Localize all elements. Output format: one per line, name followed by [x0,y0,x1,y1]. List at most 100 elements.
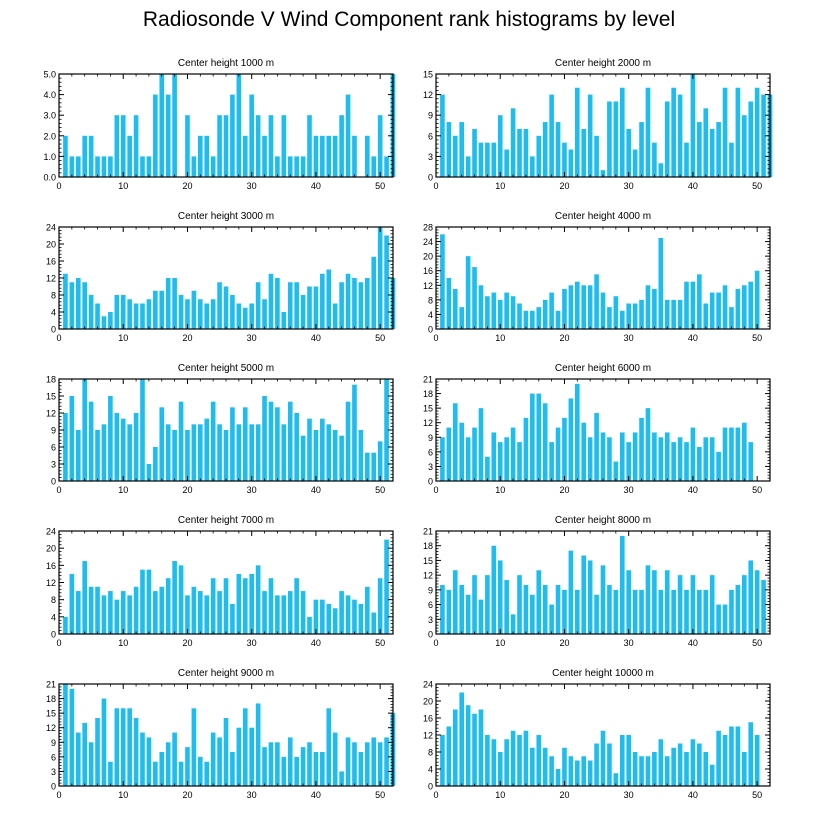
panel-title: Center height 3000 m [178,211,274,222]
histogram-bar [133,586,139,634]
histogram-bar [600,565,606,634]
histogram-bar [478,408,484,481]
x-tick-label: 40 [688,181,698,191]
histogram-bar [697,122,702,177]
x-tick-label: 0 [56,333,61,343]
histogram-bar [165,424,171,481]
histogram-bar [465,256,471,329]
histogram-bar [664,101,670,177]
histogram-bar [358,430,364,481]
y-tick-label: 0 [428,782,433,792]
histogram-bar [677,94,683,177]
panel-title: Center height 7000 m [178,515,274,526]
histogram-bar [497,442,503,481]
histogram-bar [446,427,452,481]
x-tick-label: 40 [688,790,698,800]
histogram-bar [204,418,210,481]
x-tick-label: 50 [752,333,762,343]
page-title: Radiosonde V Wind Component rank histogr… [142,8,676,31]
histogram-bar [722,285,728,329]
x-tick-label: 10 [495,790,505,800]
histogram-bar [140,303,145,329]
histogram-bar [320,418,325,481]
x-tick-label: 20 [182,638,192,648]
histogram-bar [217,424,222,481]
histogram-bar [741,575,747,634]
y-tick-label: 18 [46,694,56,704]
y-tick-label: 4 [51,308,56,318]
histogram-bar [703,437,709,481]
histogram-bar [574,281,580,329]
histogram-bar [684,142,689,177]
histogram-bar [536,735,542,786]
x-tick-label: 0 [56,790,61,800]
histogram-bar [146,737,152,786]
histogram-bar [364,135,370,177]
histogram-bar [741,752,747,786]
histogram-bar [639,756,644,786]
histogram-bar [114,599,120,634]
y-tick-label: 0 [428,173,433,183]
histogram-bar [754,735,760,786]
histogram-bar [275,278,280,329]
histogram-bar [127,135,132,177]
histogram-bar [684,752,689,786]
histogram-bar [95,303,100,329]
histogram-bar [313,286,319,329]
histogram-bar [384,156,389,177]
histogram-bar [352,599,357,634]
histogram-bar [452,570,458,634]
histogram-bar [384,379,389,481]
x-tick-label: 30 [247,638,257,648]
histogram-bar [114,115,120,177]
y-tick-label: 0 [428,477,433,487]
histogram-bar [523,730,529,786]
x-tick-label: 40 [311,333,321,343]
histogram-bar [281,595,287,634]
y-tick-label: 8 [51,595,56,605]
histogram-bar [510,730,516,786]
histogram-bar [690,575,696,634]
histogram-bar [652,288,657,329]
histogram-bar [242,407,248,481]
histogram-bar [485,575,490,634]
y-tick-label: 6 [428,447,433,457]
histogram-bar [452,709,458,786]
histogram-bar [178,401,184,481]
histogram-bar [95,718,100,786]
x-tick-label: 40 [688,333,698,343]
histogram-bar [562,417,567,481]
histogram-bar [287,401,293,481]
histogram-bar [313,599,319,634]
x-tick-label: 30 [624,181,634,191]
histogram-bar [127,424,132,481]
y-tick-label: 4 [51,612,56,622]
histogram-bar [671,589,676,634]
histogram-bar [287,737,293,786]
histogram-bar [262,747,267,786]
histogram-bar [377,578,383,634]
histogram-bar [281,424,287,481]
histogram-bar [594,274,599,329]
x-tick-label: 30 [624,790,634,800]
histogram-bar [626,128,632,177]
histogram-bar [523,417,529,481]
histogram-bar [146,156,152,177]
y-tick-label: 3.0 [43,111,56,121]
y-tick-label: 20 [423,252,433,262]
histogram-bar [255,282,261,329]
y-tick-label: 18 [46,375,56,385]
histogram-bar [581,555,587,634]
histogram-bar [664,299,670,329]
histogram-bar [536,135,542,177]
histogram-bar [88,401,94,481]
histogram-bar [101,698,107,786]
histogram-bar [465,437,471,481]
x-tick-label: 10 [495,333,505,343]
x-tick-label: 10 [495,638,505,648]
histogram-bar [300,747,306,786]
histogram-bar [204,303,210,329]
histogram-bar [690,74,696,177]
y-tick-label: 21 [423,527,433,537]
histogram-bar [639,589,644,634]
